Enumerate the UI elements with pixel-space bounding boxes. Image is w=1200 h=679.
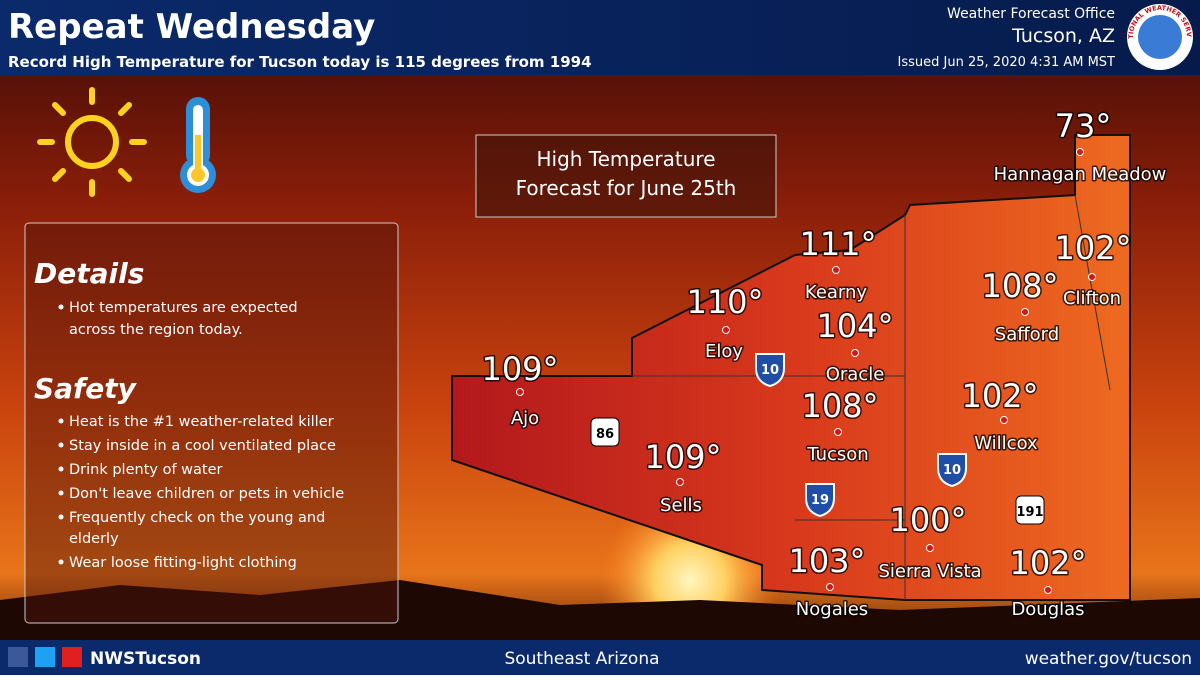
bullet xyxy=(58,442,64,448)
safety-text: Frequently check on the young and xyxy=(69,510,325,526)
city-dot xyxy=(1021,308,1029,316)
city-temp: 102° xyxy=(1054,229,1131,267)
safety-text: elderly xyxy=(69,531,119,547)
city-dot xyxy=(1044,586,1052,594)
city-temp: 108° xyxy=(801,387,878,425)
city-temp: 100° xyxy=(889,501,966,539)
safety-text: Drink plenty of water xyxy=(69,462,223,478)
city-temp: 109° xyxy=(481,350,558,388)
map-title-box xyxy=(475,134,777,218)
safety-text: Heat is the #1 weather-related killer xyxy=(69,414,334,430)
city-dot xyxy=(926,544,934,552)
city-dot xyxy=(722,326,730,334)
city-name: Willcox xyxy=(974,433,1038,454)
city-temp: 103° xyxy=(788,542,865,580)
map-title: High Temperature xyxy=(536,147,715,171)
office: Weather Forecast Office xyxy=(947,6,1115,22)
footer-bar xyxy=(0,640,1200,675)
us-route-shield xyxy=(590,417,620,447)
city-name: Hannagan Meadow xyxy=(994,164,1167,185)
map-title: Forecast for June 25th xyxy=(516,176,737,200)
city-name: Sierra Vista xyxy=(878,561,981,582)
interstate-shield xyxy=(805,483,835,518)
thermometer-icon xyxy=(180,97,216,193)
social-icons xyxy=(8,647,82,667)
city-dot xyxy=(851,349,859,357)
bullet xyxy=(58,466,64,472)
city-name: Sells xyxy=(660,495,702,516)
location: Tucson, AZ xyxy=(1011,25,1115,47)
safety-text: Wear loose fitting-light clothing xyxy=(69,555,297,571)
city-dot xyxy=(1000,416,1008,424)
city-dot xyxy=(834,428,842,436)
city-name: Ajo xyxy=(511,408,539,429)
sun-icon xyxy=(37,87,147,197)
detail-text: across the region today. xyxy=(69,322,243,338)
city-name: Kearny xyxy=(805,282,868,303)
bullet xyxy=(58,559,64,565)
city-temp: 102° xyxy=(1009,544,1086,582)
city-name: Tucson xyxy=(806,444,868,465)
city-dot xyxy=(676,478,684,486)
info-text: Details Hot temperatures are expected acro… xyxy=(34,257,344,571)
city-temp: 104° xyxy=(816,307,893,345)
us-route-shield xyxy=(1015,495,1045,525)
bullet xyxy=(58,418,64,424)
highway-shields: 10 86 19 10 191 xyxy=(590,353,1045,525)
safety-text: Stay inside in a cool ventilated place xyxy=(69,438,336,454)
issued: Issued Jun 25, 2020 4:31 AM MST xyxy=(898,55,1116,70)
route-number: 10 xyxy=(943,463,961,478)
footer-url: weather.gov/tucson xyxy=(1025,649,1192,669)
interstate-shield xyxy=(937,453,967,488)
bullet xyxy=(58,490,64,496)
city-temp: 110° xyxy=(686,283,763,321)
city-dot xyxy=(832,266,840,274)
route-number: 10 xyxy=(761,363,779,378)
city-temp: 109° xyxy=(644,438,721,476)
bullet xyxy=(58,304,64,310)
section-heading: Details xyxy=(34,257,144,290)
city-temp: 73° xyxy=(1055,107,1112,145)
city-labels: 73°Hannagan Meadow111°Kearny102°Clifton1… xyxy=(480,106,1168,622)
city-name: Safford xyxy=(995,324,1059,345)
route-number: 19 xyxy=(811,493,829,508)
city-dot xyxy=(826,583,834,591)
city-dot xyxy=(516,388,524,396)
interstate-shield xyxy=(755,353,785,388)
header-bar xyxy=(0,0,1200,75)
section-heading: Safety xyxy=(34,372,138,405)
mountains xyxy=(0,580,1200,640)
detail-text: Hot temperatures are expected xyxy=(69,300,298,316)
bullet xyxy=(58,514,64,520)
city-name: Clifton xyxy=(1063,288,1121,309)
safety-text: Don't leave children or pets in vehicle xyxy=(69,486,344,502)
city-name: Oracle xyxy=(826,364,885,385)
city-name: Eloy xyxy=(705,341,743,362)
city-temp: 108° xyxy=(981,267,1058,305)
social-handle: NWSTucson xyxy=(90,649,201,669)
route-number: 191 xyxy=(1016,505,1043,520)
city-temp: 102° xyxy=(961,377,1038,415)
region-map xyxy=(451,134,1131,601)
city-name: Nogales xyxy=(796,599,868,620)
title: Repeat Wednesday xyxy=(8,7,375,47)
city-dot xyxy=(1088,273,1096,281)
footer-region: Southeast Arizona xyxy=(504,649,659,669)
city-temp: 111° xyxy=(799,225,876,263)
city-name: Douglas xyxy=(1011,599,1084,620)
route-number: 86 xyxy=(596,427,614,442)
city-dot xyxy=(1076,148,1084,156)
info-panel xyxy=(24,222,399,624)
subtitle: Record High Temperature for Tucson today… xyxy=(8,53,592,71)
